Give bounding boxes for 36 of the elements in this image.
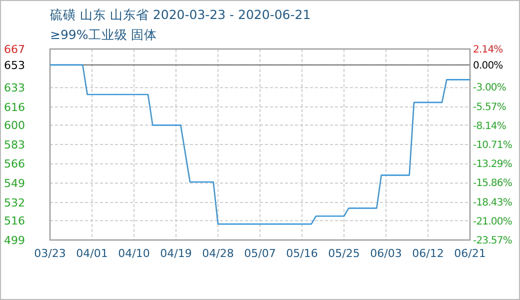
y-tick-label: 516: [4, 214, 25, 228]
y-tick-label: 667: [4, 42, 25, 56]
y-tick-label: 600: [4, 119, 25, 132]
x-tick-label: 05/25: [328, 247, 360, 260]
x-tick-label: 06/03: [370, 247, 402, 260]
y2-tick-label: -15.86%: [473, 178, 512, 190]
chart-subtitle: ≥99%工业级 固体: [50, 27, 158, 42]
x-tick-label: 05/07: [244, 247, 276, 260]
y-tick-label: 549: [4, 177, 25, 190]
x-tick-label: 06/12: [412, 247, 444, 260]
x-tick-label: 04/01: [76, 247, 108, 260]
y2-tick-label: -18.43%: [473, 197, 512, 208]
x-tick-label: 03/23: [34, 247, 66, 260]
y2-tick-label: -13.29%: [473, 159, 512, 170]
x-tick-label: 06/21: [454, 247, 486, 260]
y-tick-label: 653: [4, 58, 25, 72]
y-tick-label: 532: [4, 196, 25, 210]
y2-tick-label: -8.14%: [473, 120, 506, 132]
x-tick-label: 04/10: [118, 247, 150, 260]
x-tick-label: 05/16: [286, 247, 318, 260]
y2-tick-label: -23.57%: [473, 236, 512, 246]
y2-tick-label: 2.14%: [473, 44, 503, 56]
chart-title: 硫磺 山东 山东省 2020-03-23 - 2020-06-21: [50, 7, 311, 22]
y2-tick-label: -21.00%: [473, 216, 512, 228]
y-tick-label: 616: [4, 100, 25, 114]
y2-tick-label: -10.71%: [473, 140, 512, 151]
y-tick-label: 566: [4, 158, 25, 171]
x-tick-label: 04/28: [202, 247, 234, 260]
y2-tick-label: 0.00%: [473, 60, 503, 72]
y2-tick-label: -5.57%: [473, 102, 506, 113]
line-series: [49, 64, 471, 225]
y-tick-label: 499: [4, 234, 25, 247]
y-tick-label: 633: [4, 82, 25, 95]
x-tick-label: 04/19: [160, 247, 192, 260]
y2-tick-label: -3.00%: [473, 82, 506, 94]
y-tick-label: 583: [4, 138, 25, 152]
